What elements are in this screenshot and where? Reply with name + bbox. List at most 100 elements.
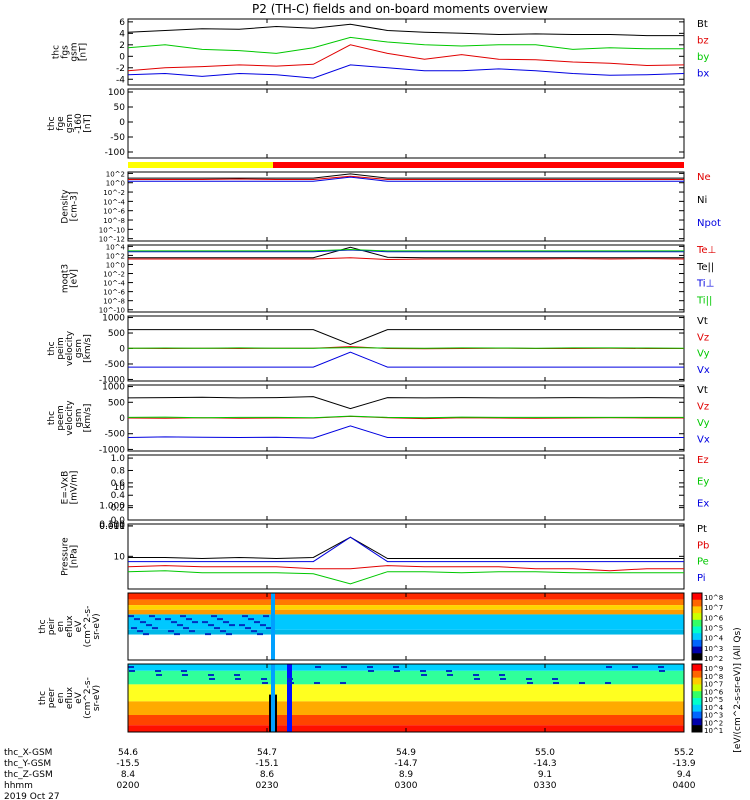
y-axis-label: sr-eV)	[92, 685, 102, 711]
y-axis-label: moqt3	[61, 264, 71, 293]
y-axis-label: E=-VxB	[61, 471, 71, 505]
y-tick-label: -4	[116, 75, 125, 85]
plot-title: P2 (TH-C) fields and on-board moments ov…	[252, 2, 548, 16]
legend-Pe: Pe	[697, 557, 709, 568]
footer-row-label: thc_Z-GSM	[4, 770, 53, 780]
spectrogram-noise	[341, 666, 347, 668]
colorbar-segment	[692, 633, 702, 641]
y-tick-label: 10^-10	[99, 307, 125, 315]
spectrogram-noise	[632, 666, 638, 668]
spectrogram-band	[128, 614, 684, 630]
y-tick-label: 2	[119, 41, 125, 51]
footer-tick-value: 0400	[673, 781, 696, 791]
spectrogram-noise	[245, 627, 251, 630]
spectrogram-noise	[146, 624, 152, 627]
legend-Vy: Vy	[697, 349, 710, 360]
legend-Bt: Bt	[697, 19, 708, 30]
y-axis-label: [mV/m]	[70, 471, 80, 505]
spectrogram-noise	[260, 624, 266, 627]
spectrogram-noise	[394, 670, 400, 672]
spectrogram-noise	[155, 670, 161, 672]
series-line-Te||	[128, 246, 684, 259]
colorbar-tick-label: 10^4	[704, 635, 724, 643]
y-tick-label: 10^4	[106, 243, 126, 251]
y-tick-label: 10^2	[106, 170, 125, 178]
y-axis-label: en	[56, 621, 66, 632]
legend-by: by	[697, 52, 709, 63]
colorbar-segment	[692, 698, 702, 706]
spectrogram-noise	[340, 682, 346, 684]
mode-bar-slow	[128, 162, 273, 168]
footer-tick-value: 8.4	[121, 770, 136, 780]
y-tick-label: 0.001	[99, 522, 125, 532]
y-tick-label: -50	[110, 133, 125, 143]
spectrogram-noise	[393, 666, 399, 668]
spectrogram-noise	[368, 670, 374, 672]
y-tick-label: 0	[119, 52, 125, 62]
y-axis-label: thc	[47, 341, 57, 355]
colorbar-segment	[692, 646, 702, 654]
y-axis-label: [nT]	[79, 43, 89, 61]
spectrogram-band	[128, 670, 684, 685]
y-tick-label: 0	[119, 118, 125, 128]
spectrogram-noise	[262, 682, 268, 684]
spectrogram-noise	[527, 682, 533, 684]
spectrogram-noise	[220, 630, 226, 633]
y-tick-label: 10^0	[106, 180, 125, 188]
footer-tick-value: -13.9	[672, 759, 696, 769]
y-axis-label: gsm	[70, 42, 80, 61]
legend-bx: bx	[697, 69, 709, 80]
footer-tick-value: 0200	[117, 781, 140, 791]
spectrogram-noise	[226, 633, 232, 636]
y-axis-label: eV	[74, 620, 84, 633]
y-tick-label: 10^-4	[103, 280, 125, 288]
colorbar-frame	[691, 592, 703, 661]
y-tick-label: 10^-4	[103, 198, 125, 206]
y-tick-label: 0.010	[99, 522, 125, 532]
spectrogram-no-data	[128, 634, 684, 660]
spectrogram-noise	[579, 682, 585, 684]
colorbar-segment	[692, 593, 702, 601]
colorbar-tick-label: 10^2	[704, 655, 723, 663]
colorbar-segment	[692, 639, 702, 648]
spectrogram-noise	[229, 624, 235, 627]
legend-Pb: Pb	[697, 540, 709, 551]
panel-2: 100 50 0 -50 -100 thc fge gsm -160 [nT]	[47, 88, 685, 159]
y-tick-label: 10^0	[106, 261, 125, 269]
spectrogram-band	[128, 605, 684, 610]
y-tick-label: 10^-8	[103, 217, 125, 225]
spectrogram-noise	[474, 678, 480, 680]
panel-frame	[127, 88, 685, 159]
y-axis-label: en	[56, 692, 66, 703]
colorbar-tick-label: 10^6	[704, 688, 724, 696]
series-line-Vx	[128, 351, 684, 368]
footer-row-label: hhmm	[4, 781, 33, 791]
legend-Vz: Vz	[697, 332, 709, 343]
panel-10: 10000100010010thcpeerenefluxeV(cm^2-s-sr…	[38, 552, 685, 733]
spectrogram-noise	[314, 682, 320, 684]
legend-Vt: Vt	[697, 316, 708, 327]
mode-bar-fast	[273, 162, 684, 168]
spectrogram-noise	[129, 670, 135, 672]
y-tick-label: 50	[114, 103, 126, 113]
panel-3: 10^2 10^010^-210^-4 10^-610^-810^-10 10^-12…	[61, 170, 721, 243]
y-axis-label: [eV]	[70, 269, 80, 288]
panel-7: 1.0 0.8 0.6 0.4 0.2 0.0 E=-VxB [mV/m] Ez Ey Ex	[61, 454, 710, 526]
footer-tick-value: 9.4	[677, 770, 692, 780]
spectrogram-noise	[208, 624, 214, 627]
colorbar-tick-label: 10^4	[704, 704, 724, 712]
y-tick-label: 0.6	[111, 479, 126, 489]
legend-Ti⊥: Ti⊥	[696, 279, 714, 290]
y-tick-label: -100	[105, 148, 126, 158]
legend-Ti||: Ti||	[696, 295, 712, 306]
series-line-Te⊥	[128, 257, 685, 261]
colorbar-tick-label: 10^6	[704, 614, 724, 622]
footer-tick-value: 0330	[534, 781, 557, 791]
spectrogram-noise	[181, 670, 187, 672]
colorbar-segment	[692, 711, 702, 719]
series-line-Vt	[127, 396, 685, 410]
spectrogram-noise	[254, 621, 260, 624]
y-axis-label: thc	[47, 411, 57, 425]
colorbar-segment	[692, 725, 702, 733]
